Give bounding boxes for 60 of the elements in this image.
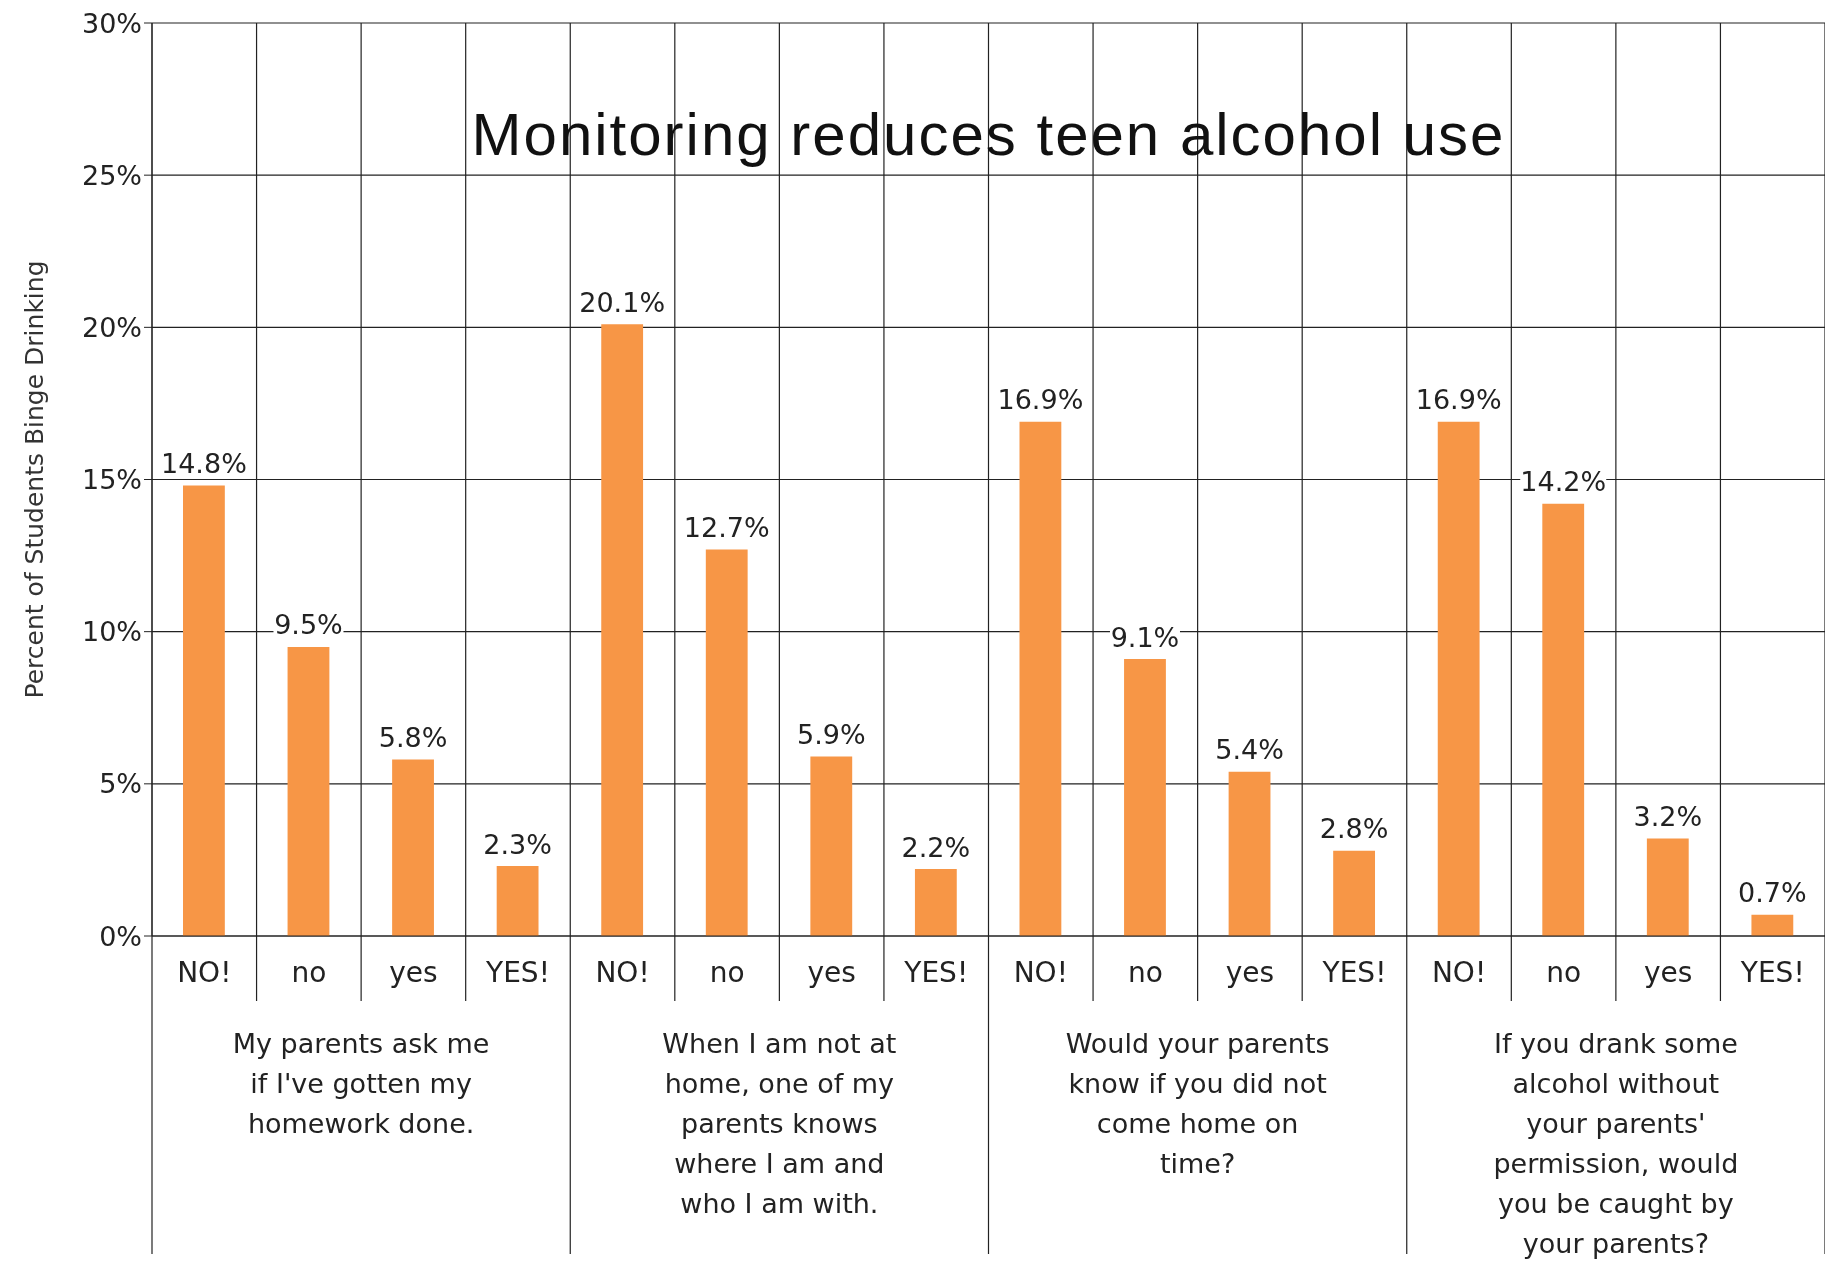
bar (1333, 850, 1376, 936)
y-tick-label: 5% (99, 768, 142, 800)
bar (1646, 838, 1689, 936)
data-label: 5.4% (1215, 734, 1284, 766)
bar (183, 485, 225, 936)
x-tick-label: no (291, 956, 327, 989)
data-label: 5.9% (796, 718, 866, 750)
x-tick-label: no (1127, 956, 1163, 989)
data-label: 0.7% (1738, 877, 1807, 909)
x-tick-label: NO! (595, 956, 650, 989)
data-label: 3.2% (1633, 801, 1703, 833)
data-label: 2.8% (1319, 813, 1389, 845)
x-tick-label: NO! (177, 956, 232, 989)
text: When I am not at home, one of my parents knows where I am and who I am with. (661, 1027, 898, 1221)
x-tick-label: yes (1225, 956, 1275, 989)
bar (287, 646, 330, 936)
x-tick-label: yes (807, 956, 856, 989)
text: If you drank some alcohol without your parents' permission, would you be caught by your parents? (1492, 1027, 1740, 1261)
x-tick-label: yes (389, 956, 438, 989)
data-label: 16.9% (1415, 384, 1502, 416)
bar (392, 759, 434, 936)
data-label: 9.5% (274, 609, 343, 641)
x-tick-label: NO! (1431, 956, 1487, 989)
y-tick-label: 10% (81, 616, 142, 648)
x-tick-label: YES! (1739, 956, 1805, 989)
data-label: 16.9% (997, 384, 1084, 416)
text: My parents ask me if I've gotten my homework done. (231, 1027, 491, 1141)
bar (601, 324, 644, 936)
x-tick-label: yes (1643, 956, 1693, 989)
y-axis-title: Percent of Students Binge Drinking (19, 260, 49, 699)
bar (1228, 771, 1271, 936)
data-label: 5.8% (378, 721, 448, 753)
bar (1019, 421, 1062, 936)
data-label: 14.2% (1520, 466, 1607, 498)
bar (1751, 914, 1794, 936)
bar (1542, 503, 1585, 936)
x-tick-label: NO! (1013, 956, 1068, 989)
x-tick-label: YES! (485, 956, 550, 989)
bar (496, 866, 539, 936)
x-tick-label: no (1546, 956, 1582, 989)
y-tick-label: 30% (81, 7, 142, 39)
x-tick-label: YES! (1321, 956, 1387, 989)
x-tick-label: no (709, 956, 745, 989)
bar (705, 549, 748, 936)
y-tick-label: 20% (81, 311, 142, 343)
bar (1124, 659, 1166, 936)
data-label: 14.8% (161, 448, 247, 480)
data-label: 9.1% (1110, 621, 1180, 653)
data-label: 2.2% (901, 831, 971, 863)
y-tick-label: 0% (99, 920, 142, 952)
data-label: 20.1% (579, 286, 666, 318)
bar (914, 869, 957, 936)
data-label: 12.7% (683, 512, 770, 543)
bar (1437, 421, 1480, 936)
y-tick-label: 15% (81, 464, 142, 496)
y-tick-label: 25% (81, 159, 142, 191)
data-label: 2.3% (483, 828, 552, 860)
x-tick-label: YES! (903, 956, 969, 989)
text: Would your parents know if you did not come home on time? (1064, 1027, 1331, 1181)
bar (810, 756, 853, 936)
